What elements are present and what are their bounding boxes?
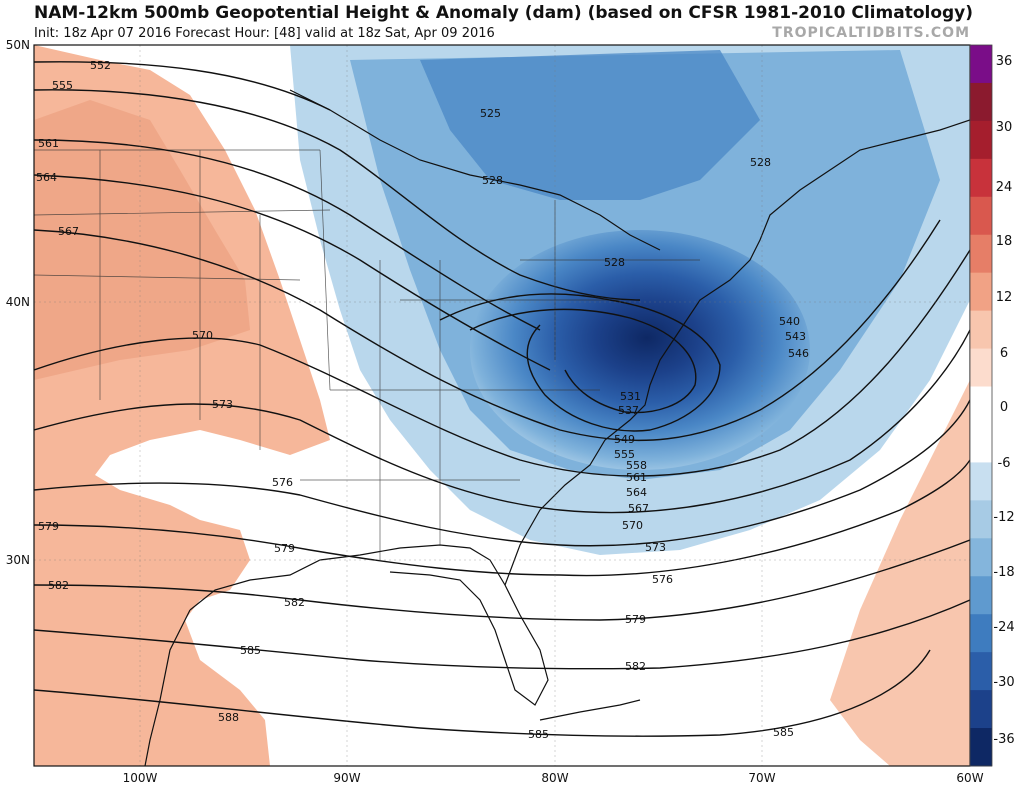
state-borders <box>34 149 700 560</box>
lat-label-50n: 50N <box>6 38 30 52</box>
contour-label: 576 <box>652 573 673 586</box>
colorbar-segment <box>970 272 992 312</box>
colorbar-segment <box>970 538 992 577</box>
colorbar-segment <box>970 82 992 122</box>
lon-label-100w: 100W <box>123 771 158 785</box>
colorbar-label: -30 <box>993 675 1014 690</box>
contour-label: 564 <box>36 171 57 184</box>
colorbar-segment <box>970 462 992 501</box>
colorbar-label: -18 <box>993 565 1014 580</box>
contour-label: 555 <box>52 79 73 92</box>
positive-anomaly-atlantic <box>830 380 970 766</box>
colorbar-segment <box>970 234 992 274</box>
contour-label: 582 <box>284 596 305 609</box>
coastlines <box>144 89 970 766</box>
contour-label: 528 <box>482 174 503 187</box>
colorbar-label: 6 <box>1000 346 1008 361</box>
lat-label-40n: 40N <box>6 295 30 309</box>
contour-label: 528 <box>604 256 625 269</box>
colorbar-segment <box>970 500 992 539</box>
colorbar-label: -24 <box>993 620 1014 635</box>
contour-label: 576 <box>272 476 293 489</box>
lon-label-70w: 70W <box>748 771 775 785</box>
colorbar-segment <box>970 424 992 463</box>
colorbar-segment <box>970 45 992 84</box>
colorbar-segment <box>970 652 992 691</box>
contour-label: 540 <box>779 315 800 328</box>
contour-label: 525 <box>480 107 501 120</box>
map-subtitle: Init: 18z Apr 07 2016 Forecast Hour: [48… <box>34 26 495 41</box>
colorbar-label: -6 <box>998 456 1011 471</box>
colorbar-segment <box>970 386 992 425</box>
negative-anomaly-north <box>420 50 760 200</box>
contour-label: 570 <box>622 519 643 532</box>
contour-label: 582 <box>625 660 646 673</box>
contour-label: 558 <box>626 459 647 472</box>
colorbar-frame <box>969 44 993 767</box>
longitude-labels: 100W 90W 80W 70W 60W <box>123 771 984 785</box>
contour-label: 582 <box>48 579 69 592</box>
contour-label: 579 <box>38 520 59 533</box>
graticule <box>34 45 970 766</box>
brand-watermark: TROPICALTIDBITS.COM <box>772 25 970 41</box>
height-contours <box>34 61 970 737</box>
contour-label: 564 <box>626 486 647 499</box>
contour-label: 585 <box>528 728 549 741</box>
colorbar-segment <box>970 158 992 198</box>
contour-label: 588 <box>218 711 239 724</box>
contour-label: 573 <box>212 398 233 411</box>
contour-label: 537 <box>618 404 639 417</box>
contour-label: 567 <box>58 225 79 238</box>
colorbar-segment <box>970 614 992 653</box>
positive-anomaly-core <box>34 100 250 380</box>
contour-label: 570 <box>192 329 213 342</box>
colorbar-label: 0 <box>1000 400 1008 415</box>
latitude-labels: 50N 40N 30N <box>6 38 30 567</box>
lat-label-30n: 30N <box>6 553 30 567</box>
colorbar-labels: 36 30 24 18 12 6 0 -6 -12 -18 -24 -30 -3… <box>993 54 1014 747</box>
contour-label: 561 <box>626 471 647 484</box>
colorbar-label: 18 <box>996 234 1013 249</box>
colorbar-label: 30 <box>996 120 1013 135</box>
map-title: NAM-12km 500mb Geopotential Height & Ano… <box>34 3 974 23</box>
contour-label: 549 <box>614 433 635 446</box>
colorbar-segment <box>970 310 992 350</box>
colorbar-segment <box>970 120 992 160</box>
colorbar-segment <box>970 196 992 236</box>
contour-label: 543 <box>785 330 806 343</box>
contour-label: 567 <box>628 502 649 515</box>
lon-label-90w: 90W <box>333 771 360 785</box>
contour-label: 552 <box>90 59 111 72</box>
contour-label: 546 <box>788 347 809 360</box>
contour-label: 528 <box>750 156 771 169</box>
contour-label: 573 <box>645 541 666 554</box>
contour-labels: 552 555 561 564 567 570 573 576 579 579 … <box>36 59 809 741</box>
contour-label: 585 <box>240 644 261 657</box>
colorbar-label: 12 <box>996 290 1013 305</box>
colorbar <box>969 44 993 767</box>
lon-label-80w: 80W <box>541 771 568 785</box>
lon-label-60w: 60W <box>956 771 983 785</box>
contour-label: 531 <box>620 390 641 403</box>
colorbar-label: 36 <box>996 54 1013 69</box>
contour-label: 579 <box>274 542 295 555</box>
colorbar-segment <box>970 576 992 615</box>
contour-label: 561 <box>38 137 59 150</box>
contour-label: 579 <box>625 613 646 626</box>
colorbar-segment <box>970 348 992 388</box>
negative-anomaly-low-center <box>470 230 810 470</box>
colorbar-segment <box>970 690 992 729</box>
colorbar-segment <box>970 728 992 767</box>
contour-label: 555 <box>614 448 635 461</box>
colorbar-label: -12 <box>993 510 1014 525</box>
colorbar-label: 24 <box>996 180 1013 195</box>
colorbar-label: -36 <box>993 732 1014 747</box>
contour-label: 585 <box>773 726 794 739</box>
